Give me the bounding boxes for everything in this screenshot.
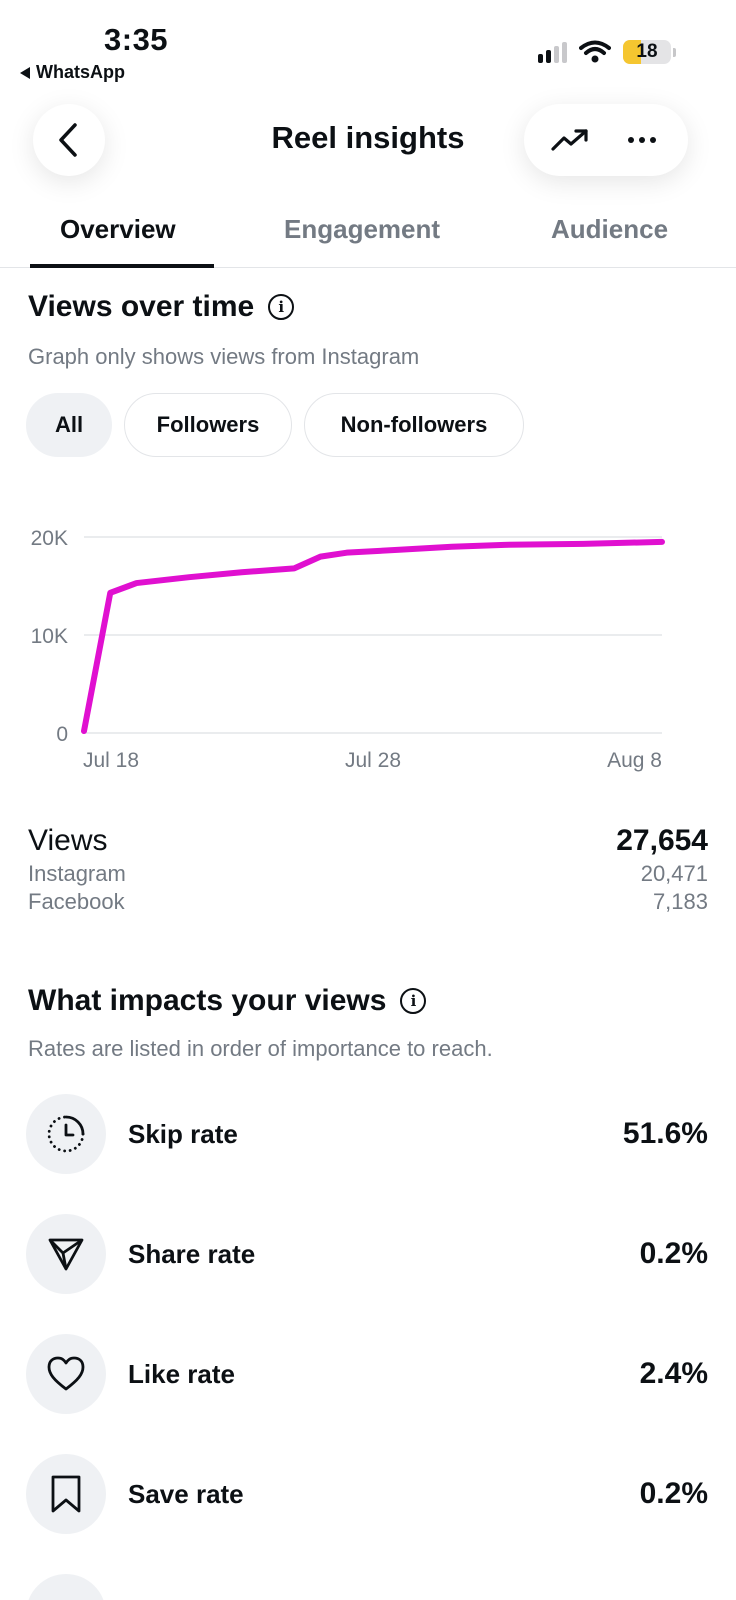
metric-value: 51.6% xyxy=(622,1117,708,1150)
header-actions xyxy=(524,104,688,176)
y-tick-label: 10K xyxy=(31,625,68,648)
views-line-chart: 0 10K 20K Jul 18 Jul 28 Aug 8 xyxy=(31,527,665,772)
system-icons: 18 xyxy=(538,40,676,64)
clock-icon xyxy=(47,1115,85,1153)
impacts-subtitle: Rates are listed in order of importance … xyxy=(28,1036,493,1061)
back-triangle-icon xyxy=(20,66,30,79)
chevron-left-icon xyxy=(59,123,77,157)
views-title-text: Views over time xyxy=(28,290,255,323)
back-app-label: WhatsApp xyxy=(36,62,125,82)
filter-all-chip[interactable]: All xyxy=(26,393,112,457)
filter-followers-chip[interactable]: Followers xyxy=(124,393,292,457)
tab-bar: Overview Engagement Audience xyxy=(0,206,736,268)
views-instagram-row: Instagram 20,471 xyxy=(28,861,708,887)
instagram-label: Instagram xyxy=(28,861,126,886)
metric-value: 2.4% xyxy=(639,1357,708,1390)
page-title: Reel insights xyxy=(271,120,465,155)
metric-row-like-rate[interactable]: Like rate 2.4% xyxy=(26,1334,708,1414)
views-label: Views xyxy=(28,824,108,857)
wifi-icon xyxy=(579,40,611,63)
audience-filter-group: All Followers Non-followers xyxy=(26,393,524,457)
metric-icon-circle xyxy=(26,1574,106,1600)
views-total-value: 27,654 xyxy=(616,824,708,857)
metric-row-save-rate[interactable]: Save rate 0.2% xyxy=(26,1454,708,1534)
tab-overview[interactable]: Overview xyxy=(60,214,176,244)
y-tick-label: 0 xyxy=(56,723,68,746)
metric-icon-circle xyxy=(26,1094,106,1174)
x-tick-label: Jul 28 xyxy=(345,749,401,772)
info-icon[interactable]: i xyxy=(400,988,427,1014)
tab-audience[interactable]: Audience xyxy=(551,214,669,244)
views-facebook-row: Facebook 7,183 xyxy=(28,889,708,915)
heart-icon xyxy=(47,1356,85,1391)
metric-label: Skip rate xyxy=(128,1118,238,1149)
metric-icon-circle xyxy=(26,1454,106,1534)
metric-icon-circle xyxy=(26,1214,106,1294)
trends-button[interactable] xyxy=(540,110,600,170)
impacts-section-title: What impacts your views i xyxy=(28,984,427,1018)
y-tick-label: 20K xyxy=(31,527,68,550)
metric-label: Like rate xyxy=(128,1358,235,1389)
metric-value: 0.2% xyxy=(639,1477,708,1510)
active-tab-indicator xyxy=(30,264,214,268)
share-icon xyxy=(48,1238,84,1271)
metric-icon-circle xyxy=(26,1334,106,1414)
info-icon[interactable]: i xyxy=(268,294,295,320)
back-button[interactable] xyxy=(33,104,105,176)
metric-value: 0.2% xyxy=(639,1237,708,1270)
metric-label: Share rate xyxy=(128,1238,256,1269)
impacts-title-text: What impacts your views xyxy=(28,984,387,1017)
bookmark-icon xyxy=(51,1475,81,1513)
metric-row-share-rate[interactable]: Share rate 0.2% xyxy=(26,1214,708,1294)
filter-non-followers-chip[interactable]: Non-followers xyxy=(304,393,524,457)
views-subtitle: Graph only shows views from Instagram xyxy=(28,344,420,369)
metric-row-partial[interactable] xyxy=(26,1574,708,1600)
x-tick-label: Aug 8 xyxy=(607,749,662,772)
trending-up-icon xyxy=(551,129,588,151)
metric-row-skip-rate[interactable]: Skip rate 51.6% xyxy=(26,1094,708,1174)
instagram-value: 20,471 xyxy=(640,861,708,886)
views-section-title: Views over time i xyxy=(28,290,295,324)
views-total-row: Views 27,654 xyxy=(28,824,708,858)
facebook-value: 7,183 xyxy=(652,889,708,914)
cellular-signal-icon xyxy=(538,41,567,63)
battery-icon: 18 xyxy=(623,40,671,64)
views-series-line xyxy=(81,538,665,735)
metric-label: Save rate xyxy=(128,1478,244,1509)
battery-level: 18 xyxy=(636,41,658,62)
facebook-label: Facebook xyxy=(28,889,125,914)
x-tick-label: Jul 18 xyxy=(83,749,139,772)
status-time: 3:35 xyxy=(104,22,169,57)
back-to-app-link[interactable]: WhatsApp xyxy=(20,62,125,83)
more-dots-icon xyxy=(628,137,656,143)
tab-engagement[interactable]: Engagement xyxy=(284,214,441,244)
more-options-button[interactable] xyxy=(612,110,672,170)
